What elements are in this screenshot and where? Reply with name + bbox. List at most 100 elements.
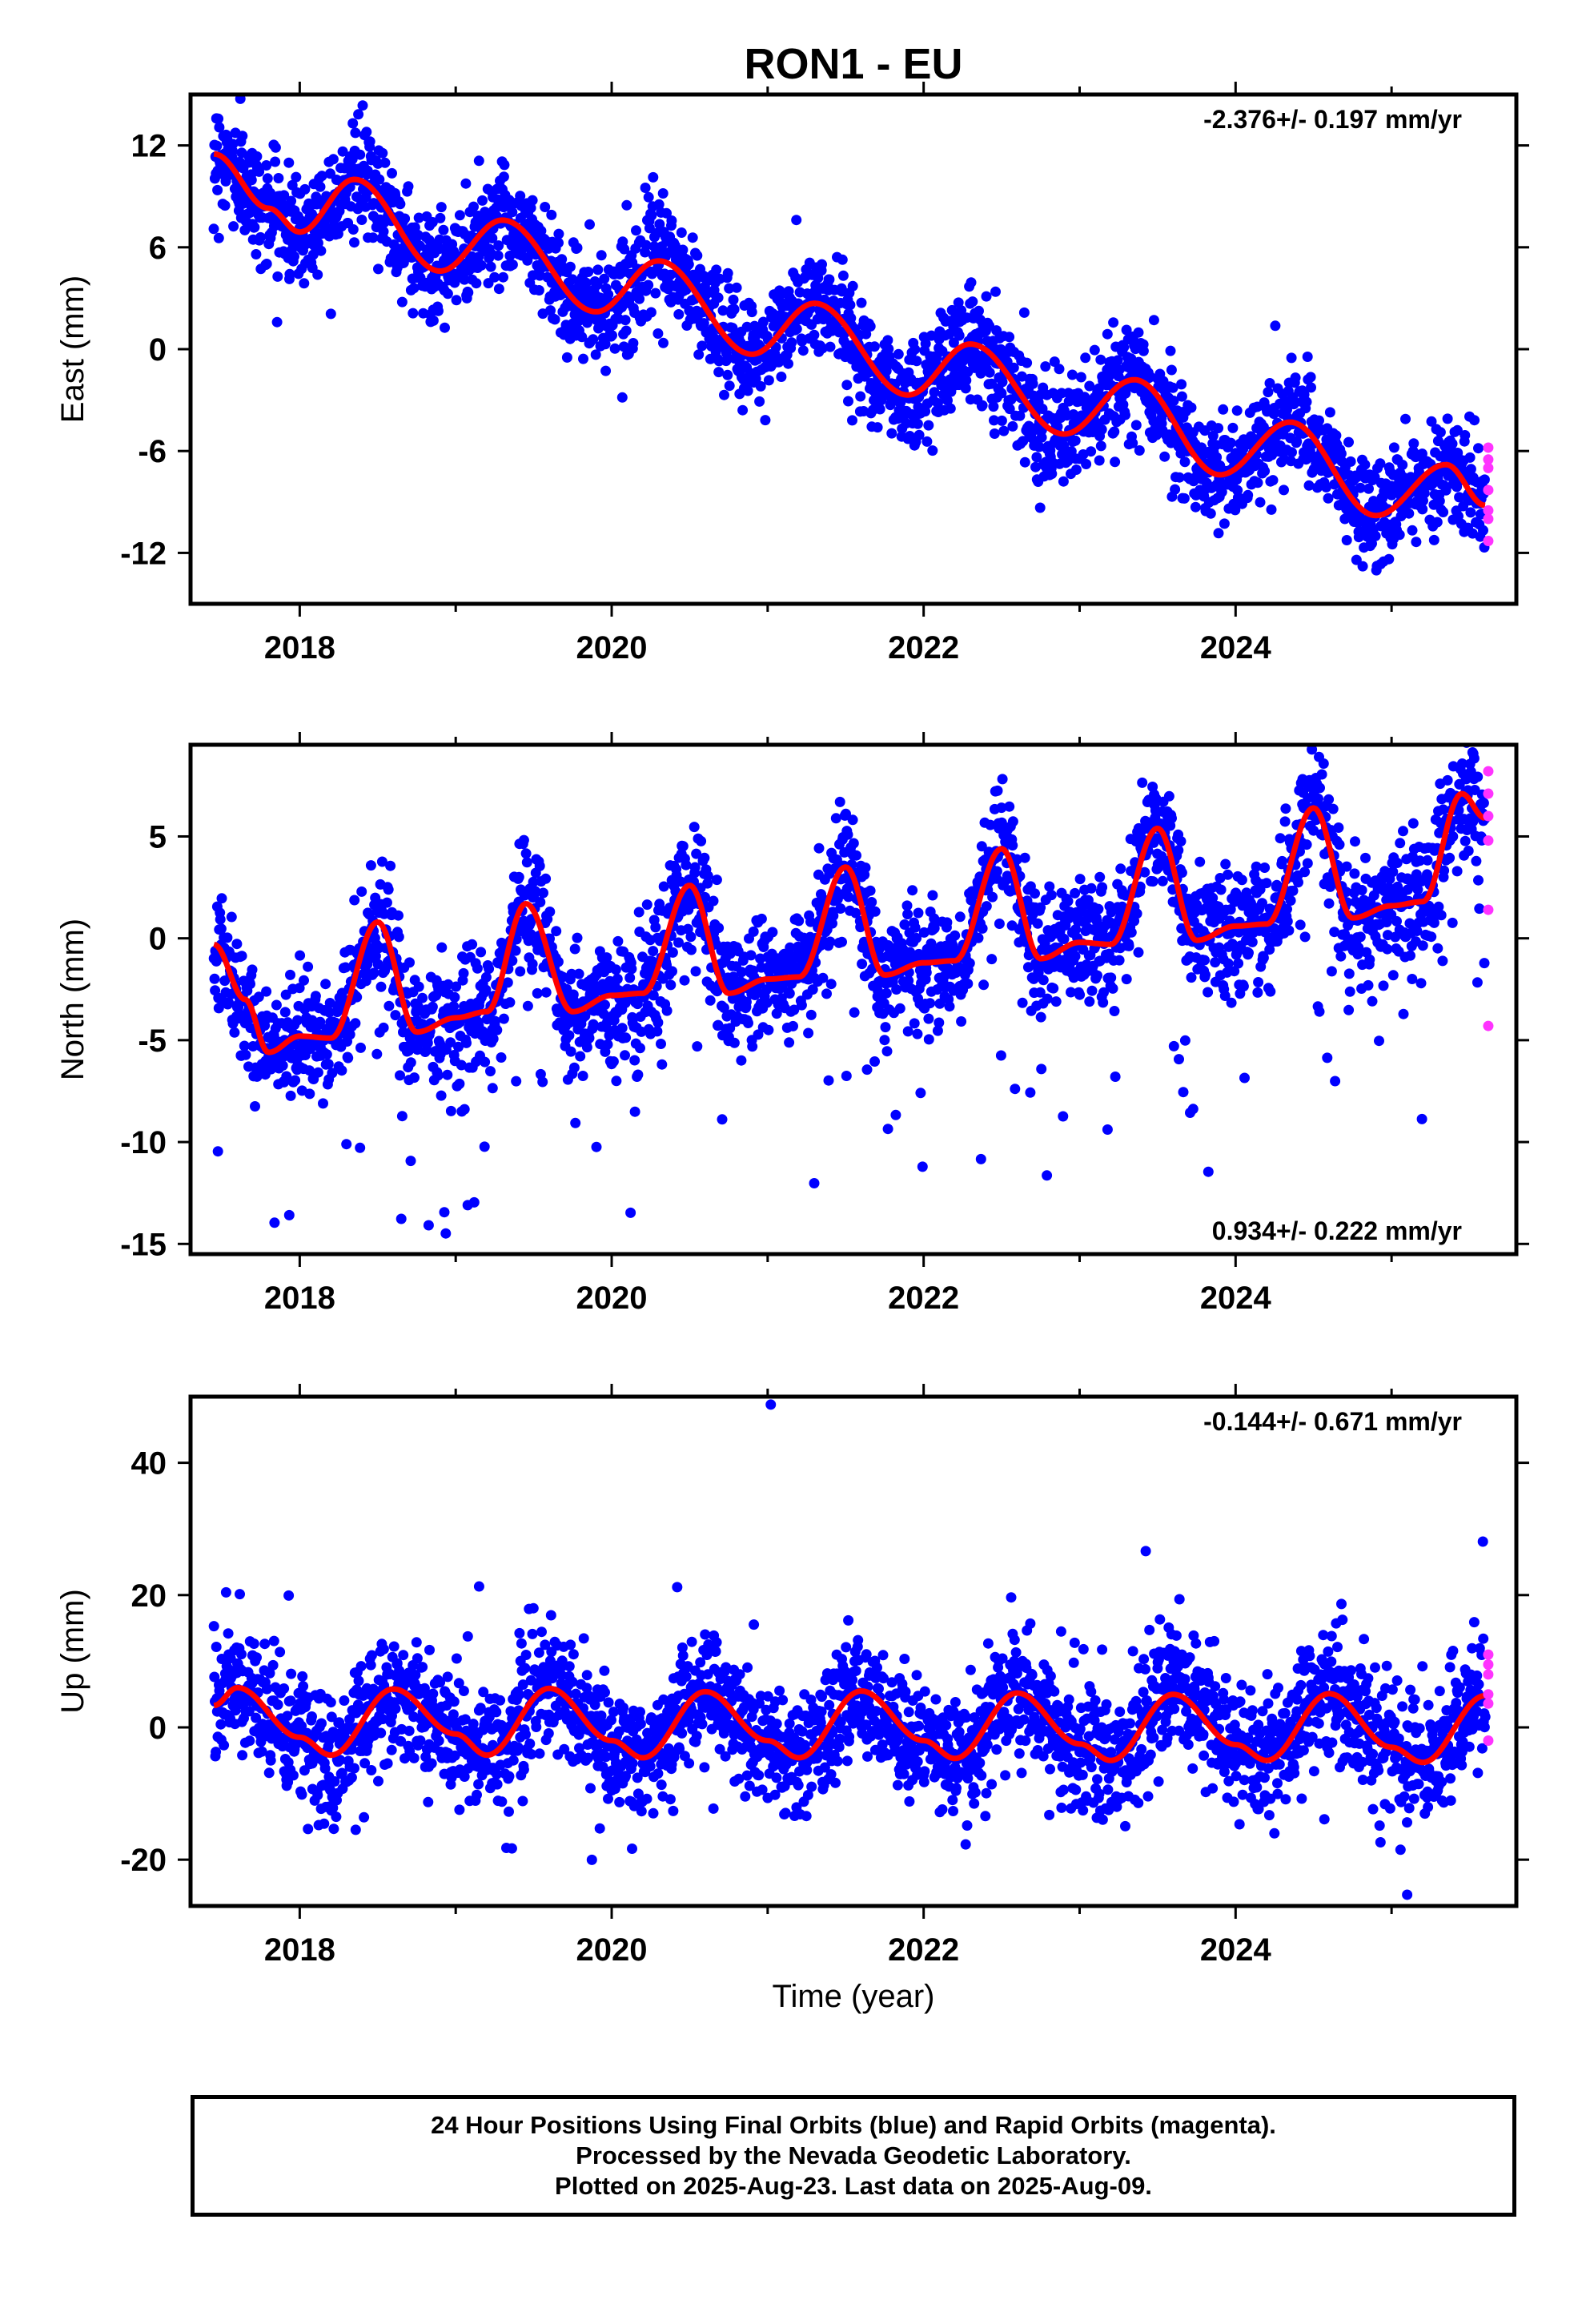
data-point	[552, 956, 564, 967]
data-point	[1004, 404, 1015, 415]
data-point	[890, 1109, 901, 1120]
data-point	[713, 292, 724, 304]
data-point	[318, 1098, 328, 1109]
data-point	[439, 1207, 450, 1218]
data-point	[549, 314, 560, 325]
data-point	[962, 978, 974, 989]
data-point	[1344, 986, 1355, 997]
data-point	[1186, 972, 1197, 983]
data-point	[581, 1042, 592, 1053]
data-point	[378, 226, 389, 237]
data-point	[1107, 983, 1118, 994]
data-point	[612, 973, 623, 984]
data-point	[1058, 1111, 1069, 1122]
data-point	[828, 911, 839, 921]
data-point	[229, 1027, 240, 1038]
data-point	[1465, 507, 1476, 518]
data-point	[1323, 493, 1334, 504]
x-tick-label: 2022	[888, 630, 959, 665]
data-point	[1035, 1011, 1046, 1023]
data-point	[1355, 482, 1366, 493]
data-point	[527, 195, 538, 206]
data-point	[683, 259, 694, 270]
data-point	[423, 1220, 434, 1231]
data-point	[932, 1025, 943, 1036]
data-point	[926, 938, 937, 949]
data-point	[412, 229, 424, 240]
data-point	[652, 1017, 664, 1028]
data-point	[1210, 957, 1221, 968]
data-point	[882, 335, 893, 346]
data-point	[499, 159, 510, 171]
data-point	[588, 334, 599, 345]
data-point	[753, 1029, 764, 1040]
data-point	[489, 271, 500, 283]
data-point	[736, 967, 747, 978]
data-point	[1323, 898, 1335, 909]
data-point	[600, 365, 612, 376]
data-point	[1014, 410, 1026, 421]
data-point	[387, 167, 397, 179]
data-point	[788, 1020, 798, 1031]
data-point	[977, 923, 988, 934]
data-point	[1341, 861, 1352, 872]
data-point	[950, 930, 961, 941]
data-point	[468, 1196, 480, 1208]
data-point	[989, 415, 999, 426]
data-point	[650, 287, 661, 299]
data-point	[1127, 437, 1138, 448]
data-point	[1279, 816, 1291, 827]
data-point	[428, 315, 439, 326]
data-point	[1042, 993, 1053, 1004]
data-point	[1335, 951, 1347, 962]
data-point	[307, 249, 319, 260]
data-point	[1176, 391, 1187, 402]
data-point	[784, 1037, 795, 1048]
data-point	[729, 304, 740, 315]
data-point	[711, 875, 722, 886]
data-point	[860, 862, 871, 873]
data-point	[1176, 379, 1187, 390]
data-point	[988, 401, 999, 412]
data-point	[956, 305, 967, 316]
data-point	[269, 1217, 280, 1228]
data-point	[920, 338, 931, 349]
data-point	[315, 181, 326, 192]
data-point	[719, 389, 729, 400]
data-point	[377, 147, 388, 159]
data-point	[1408, 438, 1419, 449]
data-point	[1110, 456, 1121, 468]
data-point	[1186, 402, 1197, 413]
data-point	[634, 293, 645, 304]
data-point	[789, 1004, 800, 1015]
data-point	[964, 958, 975, 969]
data-point	[1102, 1124, 1113, 1135]
data-point	[1264, 378, 1275, 388]
data-point	[921, 436, 933, 447]
data-point	[212, 184, 223, 195]
data-point	[1400, 413, 1411, 424]
data-point	[1139, 866, 1150, 878]
data-point	[436, 942, 448, 953]
data-point	[1299, 931, 1311, 943]
data-point	[1195, 856, 1206, 867]
data-point	[991, 866, 1002, 877]
data-point	[791, 324, 802, 335]
data-point	[650, 922, 661, 933]
data-point	[1066, 369, 1078, 380]
data-point	[834, 796, 845, 807]
data-point	[1375, 458, 1386, 469]
data-point	[793, 915, 805, 927]
data-point	[942, 917, 953, 928]
data-point	[1070, 951, 1081, 962]
data-point	[984, 367, 995, 378]
data-point	[728, 294, 739, 305]
data-point	[507, 259, 518, 270]
data-point	[1030, 888, 1040, 899]
data-point	[841, 380, 853, 391]
data-point	[616, 1023, 628, 1034]
data-point	[1031, 452, 1042, 463]
data-point	[1239, 1072, 1250, 1084]
data-point	[507, 955, 518, 967]
data-point	[995, 1050, 1006, 1061]
